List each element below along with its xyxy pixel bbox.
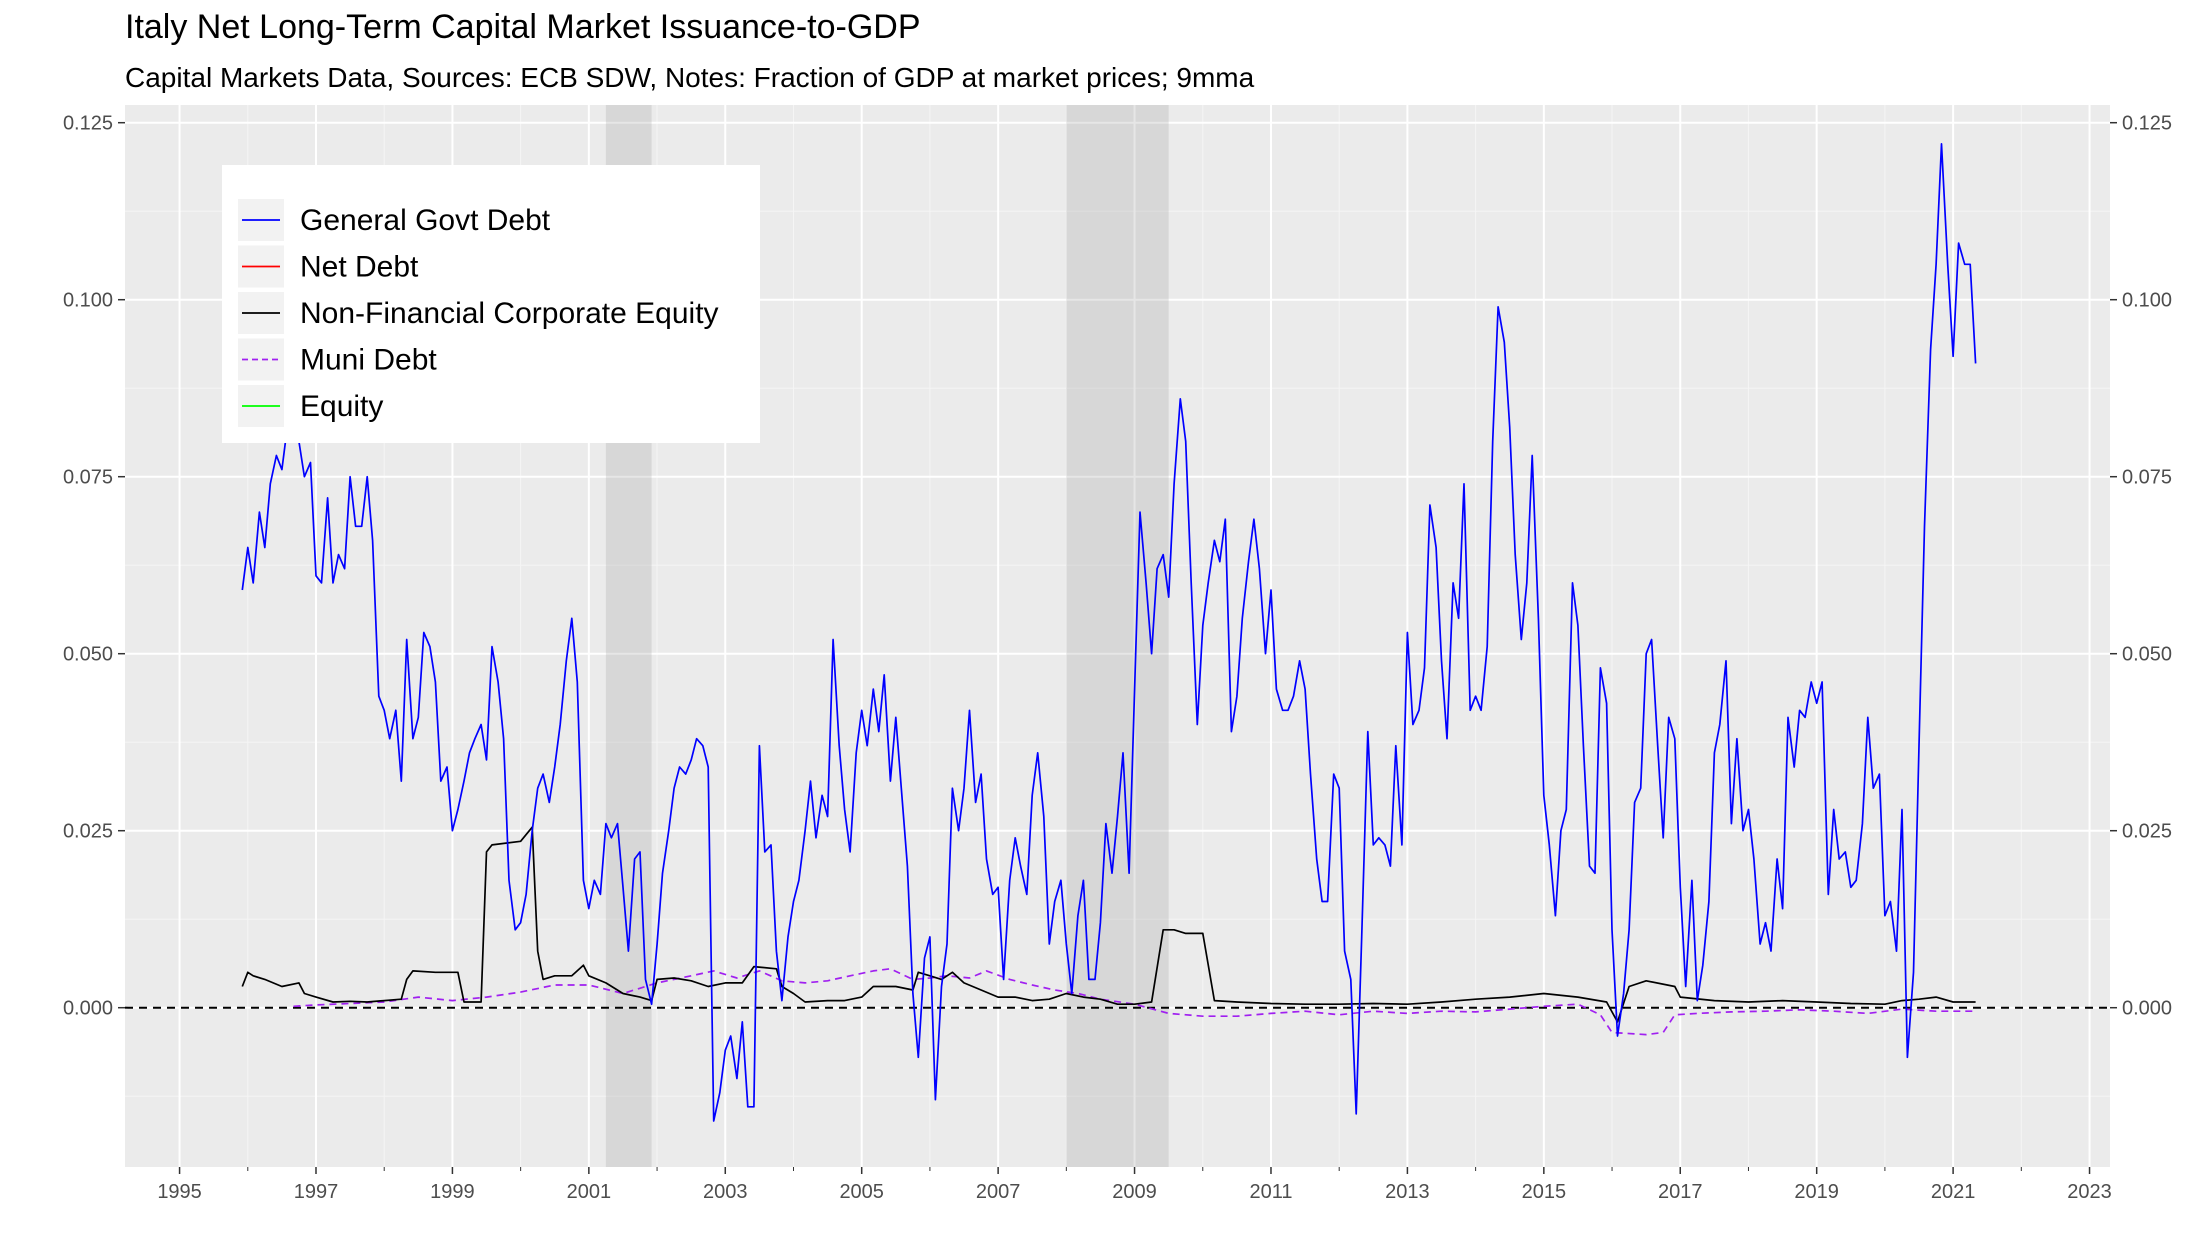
y-tick-label-right: 0.075	[2122, 467, 2172, 489]
y-tick-label-left: 0.125	[63, 113, 113, 135]
x-tick-label: 2023	[2067, 1181, 2112, 1203]
chart-title: Italy Net Long-Term Capital Market Issua…	[125, 8, 921, 46]
y-tick-label-left: 0.075	[63, 467, 113, 489]
legend-label: Non-Financial Corporate Equity	[300, 297, 719, 330]
x-tick-label: 2013	[1385, 1181, 1430, 1203]
legend-label: Equity	[300, 390, 383, 423]
x-tick-label: 2015	[1522, 1181, 1567, 1203]
series-line-general-govt-debt	[241, 143, 1977, 1122]
legend-label: Net Debt	[300, 251, 419, 284]
x-tick-label: 2007	[976, 1181, 1021, 1203]
x-tick-label: 2011	[1249, 1181, 1292, 1203]
x-tick-label: 2021	[1931, 1181, 1976, 1203]
y-tick-label-left: 0.100	[63, 290, 113, 312]
grid-lines	[125, 105, 2110, 1167]
chart-subtitle: Capital Markets Data, Sources: ECB SDW, …	[125, 62, 1255, 93]
legend-label: General Govt Debt	[300, 204, 551, 237]
x-tick-label: 1999	[430, 1181, 475, 1203]
legend-box	[222, 165, 760, 443]
y-tick-label-right: 0.050	[2122, 644, 2172, 666]
x-tick-label: 1997	[294, 1181, 339, 1203]
series-line-muni-debt	[293, 967, 1976, 1036]
y-tick-label-left: 0.050	[63, 644, 113, 666]
x-tick-label: 2003	[703, 1181, 748, 1203]
x-tick-label: 2001	[567, 1181, 612, 1203]
y-tick-label-right: 0.000	[2122, 998, 2172, 1020]
y-tick-label-right: 0.025	[2122, 821, 2172, 843]
y-tick-label-left: 0.025	[63, 821, 113, 843]
y-tick-label-right: 0.125	[2122, 113, 2172, 135]
legend: General Govt Debt Net Debt Non-Financial C…	[222, 165, 760, 443]
legend-label: Muni Debt	[300, 344, 437, 377]
y-tick-label-left: 0.000	[63, 998, 113, 1020]
series-lines	[241, 143, 1977, 1122]
x-tick-label: 2019	[1794, 1181, 1839, 1203]
x-tick-label: 2017	[1658, 1181, 1703, 1203]
x-tick-label: 2005	[839, 1181, 884, 1203]
x-tick-label: 1995	[157, 1181, 202, 1203]
y-tick-label-right: 0.100	[2122, 290, 2172, 312]
recession-band	[1066, 105, 1169, 1167]
x-tick-label: 2009	[1112, 1181, 1157, 1203]
axes: 0.000 0.000 0.025 0.025 0.050 0.050 0.075 0.075…	[63, 113, 2172, 1203]
